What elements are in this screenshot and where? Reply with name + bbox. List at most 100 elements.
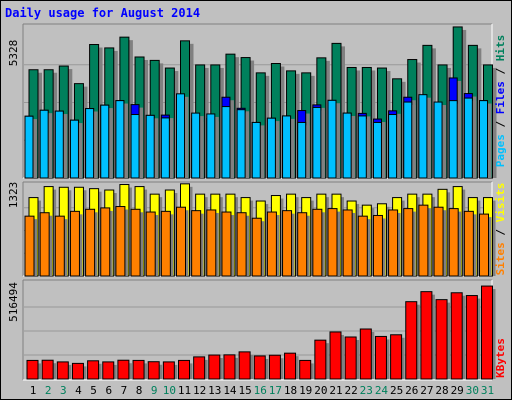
bar-sites-day-6 (100, 207, 111, 277)
legend-hits: Hits (494, 35, 507, 62)
bar-pages-day-23 (357, 115, 367, 179)
bar-kbytes-day-26 (405, 301, 418, 380)
bar-sites-day-22 (342, 209, 353, 277)
bar-kbytes-day-22 (344, 336, 357, 380)
bar-pages-day-19 (297, 121, 307, 179)
day-label-1: 1 (30, 384, 37, 397)
bar-kbytes-day-19 (299, 359, 312, 380)
day-label-31: 31 (481, 384, 494, 397)
bar-kbytes-day-18 (284, 352, 297, 380)
bar-sites-day-2 (39, 212, 50, 277)
bar-pages-day-8 (130, 114, 140, 179)
legend-sites: Sites (494, 242, 507, 275)
bar-pages-day-15 (236, 109, 246, 179)
day-label-12: 12 (193, 384, 206, 397)
day-label-2: 2 (45, 384, 52, 397)
bar-kbytes-day-11 (178, 359, 190, 380)
bar-sites-day-27 (418, 204, 429, 277)
day-label-25: 25 (390, 384, 403, 397)
bar-pages-day-25 (388, 114, 398, 179)
day-label-23: 23 (360, 384, 373, 397)
day-label-11: 11 (178, 384, 191, 397)
day-label-13: 13 (208, 384, 221, 397)
bar-kbytes-day-9 (147, 361, 160, 380)
bar-kbytes-day-3 (56, 361, 69, 380)
day-label-15: 15 (238, 384, 251, 397)
bar-kbytes-day-16 (253, 355, 266, 380)
bar-sites-day-21 (327, 208, 338, 277)
bar-kbytes-day-27 (420, 291, 433, 380)
visits-ymax-label: 1323 (7, 182, 20, 209)
day-label-30: 30 (466, 384, 479, 397)
bar-kbytes-day-14 (223, 354, 236, 380)
bar-kbytes-day-21 (329, 331, 342, 380)
bar-kbytes-day-20 (314, 339, 327, 380)
day-label-20: 20 (314, 384, 327, 397)
bar-kbytes-day-7 (117, 359, 130, 380)
bar-kbytes-day-10 (162, 361, 175, 380)
bar-pages-day-6 (100, 104, 110, 179)
day-label-28: 28 (435, 384, 448, 397)
bar-sites-day-9 (145, 211, 156, 277)
bar-pages-day-1 (24, 115, 34, 179)
day-label-14: 14 (223, 384, 237, 397)
bar-kbytes-day-15 (238, 351, 251, 380)
bar-kbytes-day-25 (390, 334, 403, 380)
bar-pages-day-5 (85, 108, 95, 179)
day-label-6: 6 (105, 384, 112, 397)
bar-kbytes-day-4 (71, 362, 84, 380)
bar-pages-day-9 (145, 114, 155, 179)
kbytes-panel-legend: KBytes (494, 338, 507, 378)
bar-sites-day-14 (221, 211, 232, 277)
bar-kbytes-day-17 (268, 354, 281, 380)
bar-sites-day-12 (191, 210, 202, 277)
bar-sites-day-8 (130, 208, 141, 277)
bar-sites-day-31 (479, 213, 489, 277)
bar-pages-day-28 (433, 101, 443, 179)
day-label-27: 27 (420, 384, 433, 397)
bar-kbytes-day-6 (102, 361, 115, 380)
hits-ymax-label: 5328 (7, 40, 20, 67)
bar-sites-day-10 (160, 210, 171, 277)
bar-pages-day-21 (327, 99, 337, 179)
bar-pages-day-31 (479, 100, 488, 179)
hits-panel-legend: Pages / Files / Hits (494, 35, 507, 168)
day-label-5: 5 (90, 384, 97, 397)
bar-pages-day-10 (160, 117, 170, 179)
day-label-24: 24 (375, 384, 389, 397)
bar-kbytes-day-24 (374, 335, 387, 380)
bars-layer (24, 26, 497, 380)
day-label-10: 10 (163, 384, 176, 397)
bar-pages-day-26 (403, 101, 413, 179)
day-label-21: 21 (329, 384, 342, 397)
bar-pages-day-12 (191, 112, 201, 179)
day-label-16: 16 (254, 384, 267, 397)
bar-pages-day-13 (206, 113, 216, 179)
bar-pages-day-29 (448, 100, 458, 179)
day-label-22: 22 (345, 384, 358, 397)
bar-sites-day-13 (206, 209, 217, 277)
bar-sites-day-28 (433, 206, 444, 277)
legend-pages: Pages (494, 134, 507, 167)
bar-pages-day-24 (372, 121, 382, 179)
bar-sites-day-24 (372, 214, 383, 277)
legend-visits: Visits (494, 183, 507, 223)
day-label-26: 26 (405, 384, 418, 397)
bar-kbytes-day-1 (26, 359, 39, 380)
bar-pages-day-11 (176, 93, 185, 179)
bar-sites-day-25 (388, 209, 399, 277)
bar-kbytes-day-28 (435, 299, 448, 380)
bar-pages-day-4 (69, 119, 79, 179)
day-label-7: 7 (121, 384, 128, 397)
bar-sites-day-26 (403, 208, 414, 277)
chart-title: Daily usage for August 2014 (5, 6, 200, 20)
x-axis-day-labels: 1 2 3 4 5 6 7 8 9 10 11 12 13 14 15 16 17 18 19 20 21 22 23 24 2… (30, 384, 494, 397)
bar-sites-day-11 (176, 206, 186, 277)
bar-pages-day-17 (266, 117, 276, 179)
bar-kbytes-day-12 (193, 356, 206, 380)
bar-pages-day-18 (282, 115, 292, 179)
bar-sites-day-23 (357, 215, 368, 277)
bar-sites-day-16 (251, 217, 262, 277)
